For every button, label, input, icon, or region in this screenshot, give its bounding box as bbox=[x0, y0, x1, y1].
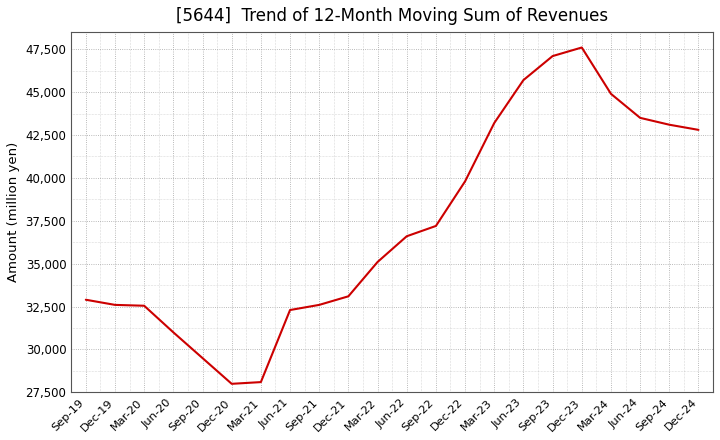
Y-axis label: Amount (million yen): Amount (million yen) bbox=[7, 142, 20, 282]
Title: [5644]  Trend of 12-Month Moving Sum of Revenues: [5644] Trend of 12-Month Moving Sum of R… bbox=[176, 7, 608, 25]
